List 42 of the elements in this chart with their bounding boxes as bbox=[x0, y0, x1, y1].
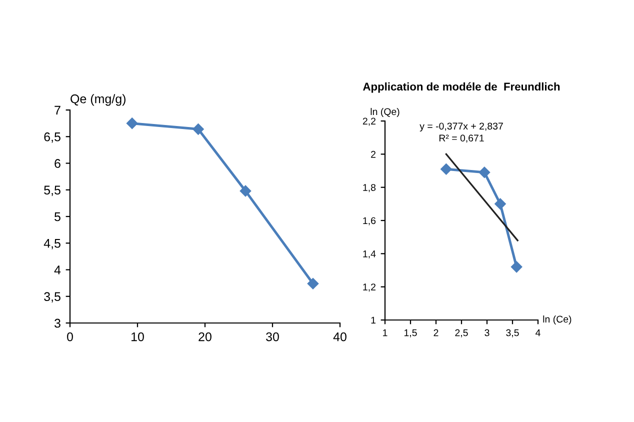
point bbox=[307, 278, 319, 290]
x-tick-label: 40 bbox=[333, 332, 346, 342]
x-tick-label: 20 bbox=[198, 332, 212, 342]
y-tick-label: 1 bbox=[371, 316, 376, 324]
point bbox=[192, 124, 204, 135]
y-tick-label: 6 bbox=[54, 159, 60, 168]
y-tick-label: 5,5 bbox=[44, 186, 60, 196]
x-tick-label: 3,5 bbox=[506, 329, 519, 338]
point bbox=[510, 261, 522, 273]
x-tick-label: 2,5 bbox=[455, 329, 468, 338]
y-tick-label: 1,2 bbox=[363, 284, 376, 292]
y-tick-label: 2 bbox=[371, 150, 376, 158]
y-tick-label: 1,4 bbox=[363, 250, 376, 258]
x-tick-label: 2 bbox=[434, 329, 438, 336]
annotation: y = -0,377x + 2,837 bbox=[420, 122, 503, 132]
y-tick-label: 3,5 bbox=[44, 292, 60, 303]
point bbox=[126, 118, 138, 129]
chart-title: Application de modéle de Freundlich bbox=[363, 82, 560, 93]
x-tick-label: 3 bbox=[484, 329, 490, 336]
point bbox=[478, 166, 490, 178]
y-tick-label: 7 bbox=[54, 106, 60, 115]
y-tick-label: 2,2 bbox=[362, 118, 376, 126]
x-tick-label: 10 bbox=[132, 332, 144, 342]
y-tick-label: 6,5 bbox=[44, 132, 60, 143]
y-tick-label: 4 bbox=[54, 266, 61, 274]
x-axis-title: ln (Ce) bbox=[543, 315, 572, 325]
y-tick-label: 5 bbox=[54, 212, 60, 222]
x-tick-label: 4 bbox=[536, 329, 540, 336]
y-axis-title: Qe (mg/g) bbox=[70, 94, 126, 106]
x-tick-label: 0 bbox=[67, 332, 73, 342]
x-tick-label: 1 bbox=[383, 329, 388, 336]
y-tick-label: 3 bbox=[54, 318, 60, 328]
annotation: R² = 0,671 bbox=[439, 134, 484, 143]
x-tick-label: 30 bbox=[266, 332, 279, 342]
y-tick-label: 4,5 bbox=[44, 239, 60, 250]
y-tick-label: 1,6 bbox=[363, 217, 376, 226]
y-tick-label: 1,8 bbox=[363, 184, 376, 192]
point bbox=[240, 185, 252, 197]
x-tick-label: 1,5 bbox=[404, 329, 417, 338]
point bbox=[494, 198, 506, 210]
y-axis-title: ln (Qe) bbox=[370, 108, 400, 118]
point bbox=[440, 163, 452, 175]
